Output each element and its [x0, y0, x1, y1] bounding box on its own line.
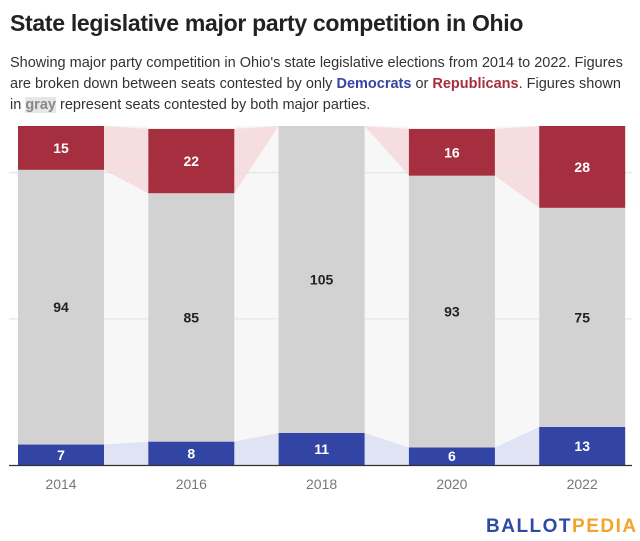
democrat-bar-2020	[408, 447, 495, 465]
chart-subtitle: Showing major party competition in Ohio'…	[10, 53, 635, 116]
democrat-connector-band	[364, 432, 409, 465]
subtitle-text: . Figures shown in	[10, 76, 621, 113]
x-tick-label: 2014	[45, 476, 76, 492]
chart-title: State legislative major party competitio…	[10, 10, 524, 36]
subtitle-gray-label: gray	[25, 97, 56, 113]
ballotpedia-logo: BALLOTPEDIA	[486, 516, 638, 538]
x-tick-label: 2022	[567, 476, 598, 492]
republican-connector-band	[234, 126, 279, 194]
republican-bar-2016	[148, 128, 235, 194]
republican-connector-band	[494, 126, 540, 208]
republican-connector-band	[364, 126, 409, 176]
both-parties-value-label: 94	[53, 299, 69, 315]
democrat-value-label: 13	[574, 438, 590, 454]
republican-bar-2022	[539, 126, 626, 208]
both-parties-bar-2014	[18, 169, 104, 445]
gap-background	[364, 126, 409, 465]
democrat-value-label: 7	[57, 447, 65, 463]
republican-bar-2020	[408, 128, 495, 176]
democrat-bar-2022	[539, 427, 626, 465]
democrat-bar-2018	[278, 432, 365, 465]
democrat-bar-2016	[148, 441, 235, 465]
x-tick-label: 2016	[176, 476, 207, 492]
subtitle-rep-label: Republicans	[432, 76, 519, 92]
democrat-value-label: 11	[314, 441, 329, 457]
subtitle-dem-label: Democrats	[336, 76, 412, 92]
subtitle-text: Showing major party competition in Ohio'…	[10, 55, 623, 92]
republican-value-label: 22	[184, 153, 200, 169]
republican-value-label: 28	[574, 159, 590, 175]
both-parties-bar-2016	[148, 193, 235, 442]
democrat-value-label: 6	[448, 448, 456, 464]
republican-connector-band	[104, 126, 149, 194]
both-parties-bar-2020	[408, 175, 495, 448]
republican-bar-2014	[18, 126, 104, 170]
republican-value-label: 16	[444, 144, 460, 160]
democrat-connector-band	[104, 441, 149, 465]
logo-part-ballot: BALLOT	[486, 516, 573, 537]
both-parties-value-label: 85	[184, 309, 200, 325]
both-parties-value-label: 105	[310, 271, 334, 287]
x-tick-label: 2020	[436, 476, 467, 492]
republican-value-label: 15	[53, 140, 69, 156]
both-parties-bar-2018	[278, 126, 365, 433]
gap-background	[234, 126, 279, 465]
democrat-bar-2014	[18, 444, 104, 465]
democrat-value-label: 8	[187, 445, 195, 461]
democrat-connector-band	[234, 432, 279, 465]
both-parties-value-label: 93	[444, 304, 460, 320]
both-parties-value-label: 75	[574, 309, 590, 325]
both-parties-bar-2022	[539, 207, 626, 428]
subtitle-text: or	[411, 76, 433, 92]
x-tick-label: 2018	[306, 476, 337, 492]
subtitle-text: represent seats contested by both major …	[55, 97, 371, 113]
democrat-connector-band	[494, 427, 540, 465]
logo-part-pedia: PEDIA	[572, 516, 638, 537]
